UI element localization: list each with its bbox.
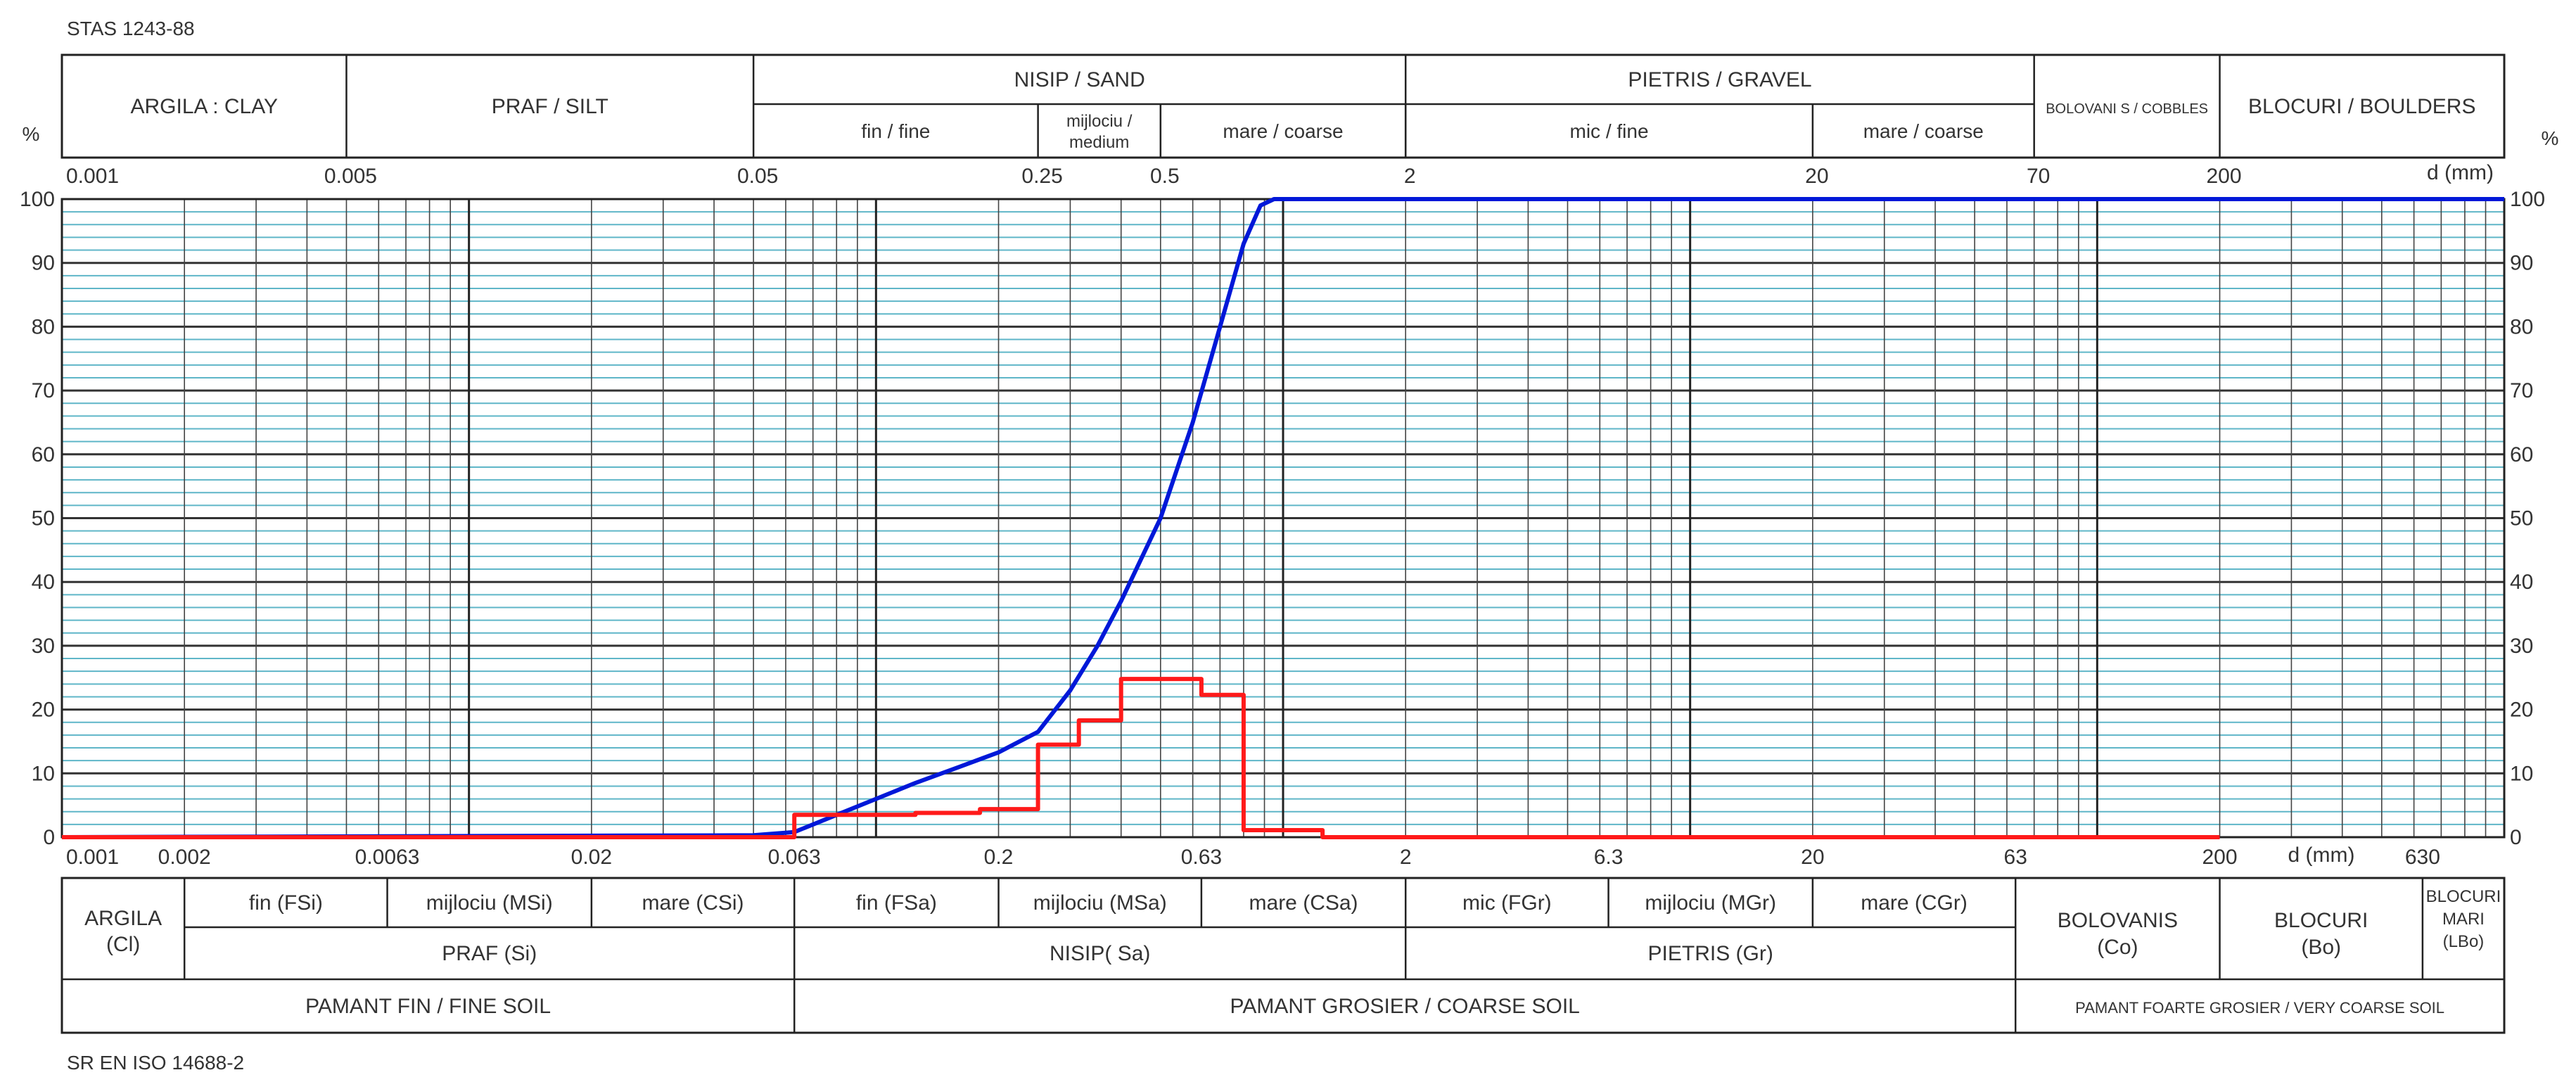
bottom-table-fsa: fin (FSa) [856, 891, 937, 915]
y-tick-label-left: 30 [32, 635, 55, 658]
bottom-table-argila: ARGILA (Cl) [84, 907, 162, 956]
y-tick-label-right: 30 [2510, 635, 2533, 658]
bottom-table-fgr: mic (FGr) [1462, 891, 1552, 915]
bottom-table-pietris: PIETRIS (Gr) [1648, 942, 1773, 965]
bottom-tick-label: 63 [2004, 846, 2027, 869]
y-tick-label-left: 40 [32, 571, 55, 594]
bottom-tick-label: 200 [2202, 846, 2237, 869]
top-tick-label: 70 [2027, 165, 2050, 188]
bottom-table-fine-soil: PAMANT FIN / FINE SOIL [305, 995, 551, 1018]
top-table-gravel: PIETRIS / GRAVEL [1628, 68, 1811, 91]
top-axis-unit-label: d (mm) [2427, 161, 2494, 184]
bottom-tick-label: 0.2 [984, 846, 1014, 869]
top-table-cobbles: BOLOVANI S / COBBLES [2046, 101, 2208, 117]
bottom-table-praf: PRAF (Si) [442, 942, 537, 965]
bottom-table-msi: mijlociu (MSi) [426, 891, 553, 915]
top-table-clay: ARGILA : CLAY [130, 95, 278, 118]
bottom-tick-label: 2 [1400, 846, 1412, 869]
y-tick-label-right: 50 [2510, 507, 2533, 530]
chart-grid [60, 198, 2504, 839]
top-tick-label: 2 [1404, 165, 1416, 188]
bottom-classification-table: ARGILA (Cl) fin (FSi) mijlociu (MSi) mare (C… [60, 877, 2506, 1034]
top-table-sand: NISIP / SAND [1014, 68, 1145, 91]
top-classification-table: ARGILA : CLAY PRAF / SILT NISIP / SAND PIET… [60, 53, 2506, 159]
top-table-silt: PRAF / SILT [492, 95, 608, 118]
y-tick-label-left: 60 [32, 443, 55, 466]
bottom-tick-label: 0.001 [66, 846, 119, 869]
bottom-tick-label: 0.0063 [355, 846, 420, 869]
top-table-gravel-coarse: mare / coarse [1863, 120, 1984, 142]
y-tick-label-right: 20 [2510, 699, 2533, 722]
y-tick-label-right: 100 [2510, 188, 2545, 211]
chart-axes: 0 0 10 10 20 20 30 30 40 40 50 50 60 60 70 70 80 80 90 90 10… [20, 123, 2559, 869]
top-tick-label: 0.5 [1150, 165, 1180, 188]
bottom-table-mgr: mijlociu (MGr) [1645, 891, 1776, 915]
bottom-table-fsi: fin (FSi) [249, 891, 323, 915]
top-tick-label: 200 [2206, 165, 2241, 188]
bottom-axis-unit-label: d (mm) [2288, 844, 2355, 867]
y-tick-label-left: 100 [20, 188, 55, 211]
bottom-table-frame [60, 877, 2506, 1034]
top-tick-label: 0.001 [66, 165, 119, 188]
chart-series [61, 197, 2504, 839]
bottom-table-cgr: mare (CGr) [1861, 891, 1968, 915]
y-tick-label-left: 10 [32, 762, 55, 785]
bottom-table-very-coarse-soil: PAMANT FOARTE GROSIER / VERY COARSE SOIL [2075, 999, 2444, 1017]
top-table-frame [60, 53, 2506, 159]
bottom-table-bolovanis: BOLOVANIS (Co) [2058, 909, 2178, 959]
top-standard-label: STAS 1243-88 [67, 18, 195, 39]
y-tick-label-right: 40 [2510, 571, 2533, 594]
y-tick-label-right: 60 [2510, 443, 2533, 466]
y-tick-label-right: 10 [2510, 762, 2533, 785]
y-tick-label-right: 70 [2510, 379, 2533, 402]
y-tick-label-left: 0 [43, 826, 55, 849]
top-tick-label: 0.005 [324, 165, 377, 188]
bottom-standard-label: SR EN ISO 14688-2 [67, 1052, 244, 1074]
fraction-step-curve [62, 677, 2220, 839]
top-tick-label: 0.05 [737, 165, 778, 188]
bottom-tick-label: 0.63 [1181, 846, 1222, 869]
bottom-table-coarse-soil: PAMANT GROSIER / COARSE SOIL [1230, 995, 1580, 1018]
y-tick-label-right: 0 [2510, 826, 2522, 849]
bottom-tick-label: 20 [1801, 846, 1824, 869]
bottom-table-nisip: NISIP( Sa) [1050, 942, 1150, 965]
bottom-table-csa: mare (CSa) [1249, 891, 1358, 915]
top-table-sand-medium: mijlociu / medium [1066, 112, 1133, 152]
bottom-table-msa: mijlociu (MSa) [1033, 891, 1167, 915]
bottom-table-blocuri: BLOCURI (Bo) [2274, 909, 2368, 959]
top-tick-label: 0.25 [1021, 165, 1062, 188]
y-tick-label-left: 90 [32, 252, 55, 275]
top-table-boulders: BLOCURI / BOULDERS [2248, 95, 2475, 118]
top-table-sand-fine: fin / fine [861, 120, 930, 142]
top-table-gravel-fine: mic / fine [1570, 120, 1649, 142]
bottom-tick-label: 6.3 [1594, 846, 1624, 869]
y-tick-label-left: 20 [32, 699, 55, 722]
bottom-tick-label: 0.002 [158, 846, 211, 869]
y-tick-label-right: 90 [2510, 252, 2533, 275]
y-tick-label-left: 80 [32, 315, 55, 338]
bottom-tick-label: 630 [2405, 846, 2440, 869]
percent-label-right: % [2542, 127, 2559, 149]
bottom-tick-label: 0.063 [768, 846, 821, 869]
bottom-table-csi: mare (CSi) [642, 891, 744, 915]
top-table-sand-coarse: mare / coarse [1223, 120, 1343, 142]
top-tick-label: 20 [1805, 165, 1828, 188]
percent-label-left: % [23, 123, 40, 145]
y-tick-label-left: 50 [32, 507, 55, 530]
bottom-tick-label: 0.02 [571, 846, 612, 869]
y-tick-label-left: 70 [32, 379, 55, 402]
bottom-table-blocuri-mari: BLOCURI MARI (LBo) [2426, 887, 2501, 951]
y-tick-label-right: 80 [2510, 315, 2533, 338]
